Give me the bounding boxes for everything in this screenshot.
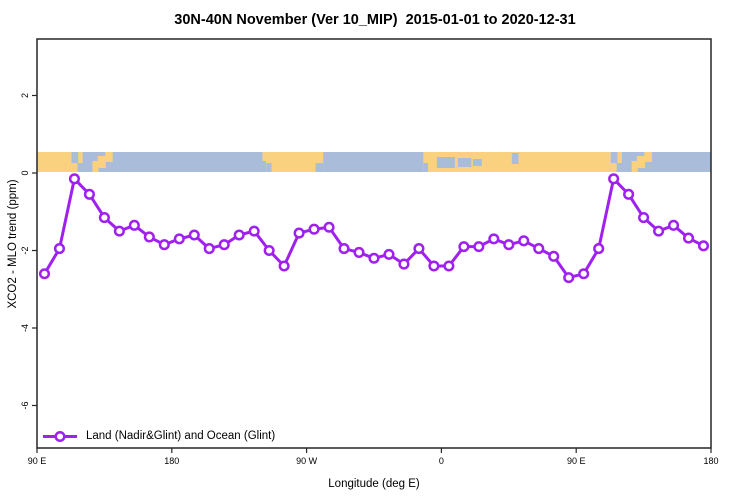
data-point-marker — [233, 229, 245, 241]
band-patch-china-coast — [71, 163, 78, 172]
data-point-marker — [38, 268, 51, 280]
data-point-marker — [443, 260, 455, 272]
data-point-marker — [128, 219, 140, 231]
data-point-marker — [188, 229, 200, 241]
band-segment-atlantic — [323, 152, 424, 172]
data-point-marker — [143, 231, 155, 243]
data-point-marker — [278, 260, 290, 272]
band-patch-korea — [78, 152, 83, 163]
band-patch-caspian-sea — [511, 153, 519, 164]
band-segment-north-america — [266, 152, 324, 172]
data-point-marker — [548, 250, 560, 262]
data-point-marker — [263, 244, 275, 257]
data-point-marker — [98, 212, 110, 224]
legend-label: Land (Nadir&Glint) and Ocean (Glint) — [86, 430, 276, 442]
x-tick-label: 90 E — [28, 456, 47, 466]
y-tick-label: 2 — [20, 93, 30, 98]
band-patch-morocco-coast — [423, 163, 428, 172]
data-point-marker — [323, 221, 335, 233]
data-point-marker — [503, 239, 515, 251]
band-segment-pacific-wrap — [610, 152, 711, 172]
data-point-marker — [518, 235, 530, 247]
y-axis-title: XCO2 - MLO trend (ppm) — [7, 179, 19, 309]
band-patch-japan-mid-wrap — [636, 156, 646, 168]
data-point-marker — [218, 239, 230, 251]
band-patch-california-coast — [262, 152, 267, 161]
data-point-marker — [113, 225, 125, 237]
y-tick-label: 0 — [20, 170, 30, 175]
y-tick-label: -4 — [20, 324, 30, 332]
x-axis-title: Longitude (deg E) — [328, 478, 420, 490]
y-tick-label: -6 — [20, 401, 30, 409]
data-point-marker — [682, 232, 695, 244]
band-patch-mediterranean-east — [472, 159, 482, 166]
data-point-marker — [338, 243, 350, 255]
y-axis: 2 0 -2 -4 -6 — [20, 93, 37, 410]
data-point-marker — [353, 246, 365, 258]
band-patch-baja-coast — [266, 163, 272, 172]
data-markers — [38, 173, 710, 284]
data-point-marker — [488, 233, 500, 245]
data-point-marker — [578, 268, 590, 280]
data-point-marker — [383, 248, 395, 260]
band-patch-china-coast-wrap — [610, 163, 617, 172]
band-patch-japan-mid — [97, 156, 106, 168]
band-patch-japan-south-wrap — [631, 161, 638, 172]
y-tick-label: -2 — [20, 246, 30, 254]
band-patch-korea-wrap — [617, 152, 622, 163]
plot-box — [36, 38, 712, 449]
data-point-marker — [248, 225, 260, 237]
data-point-marker — [83, 188, 95, 200]
data-point-marker — [638, 212, 650, 224]
data-point-marker — [203, 243, 215, 255]
x-axis: 90 E 180 90 W 0 90 E 180 — [28, 448, 719, 466]
band-patch-mediterranean-west — [436, 157, 455, 168]
band-segment-asia — [37, 152, 72, 172]
data-point-marker — [473, 241, 485, 253]
data-point-marker — [563, 272, 575, 284]
data-point-marker — [173, 233, 185, 245]
data-point-marker — [623, 188, 635, 200]
band-segment-pacific — [71, 152, 267, 172]
x-tick-label: 0 — [439, 456, 444, 466]
data-point-marker — [68, 173, 80, 185]
legend-line-marker — [43, 430, 77, 442]
data-point-marker — [533, 243, 545, 255]
x-tick-label: 90 W — [296, 456, 318, 466]
data-point-marker — [53, 243, 66, 255]
data-point-marker — [608, 173, 620, 185]
band-patch-japan-south — [92, 161, 99, 172]
data-point-marker — [158, 239, 170, 251]
band-patch-japan-north-wrap — [644, 152, 652, 162]
data-point-marker — [653, 225, 665, 237]
data-point-marker — [398, 258, 410, 270]
data-point-marker — [668, 219, 680, 231]
data-point-marker — [593, 243, 605, 255]
data-point-marker — [293, 227, 305, 239]
map-band — [37, 152, 711, 172]
chart-title: 30N-40N November (Ver 10_MIP) 2015-01-01… — [174, 12, 576, 28]
data-point-marker — [697, 240, 710, 252]
band-patch-us-east-coast — [315, 163, 324, 172]
band-patch-mediterranean-mid — [457, 158, 472, 167]
data-point-marker — [458, 241, 470, 253]
data-point-marker — [368, 252, 380, 264]
data-point-marker — [308, 223, 320, 235]
x-tick-label: 180 — [164, 456, 179, 466]
band-patch-japan-north — [105, 152, 113, 162]
x-tick-label: 180 — [703, 456, 718, 466]
legend: Land (Nadir&Glint) and Ocean (Glint) — [42, 428, 275, 444]
data-point-marker — [428, 260, 440, 272]
x-tick-label: 90 E — [567, 456, 586, 466]
data-point-marker — [413, 243, 425, 255]
